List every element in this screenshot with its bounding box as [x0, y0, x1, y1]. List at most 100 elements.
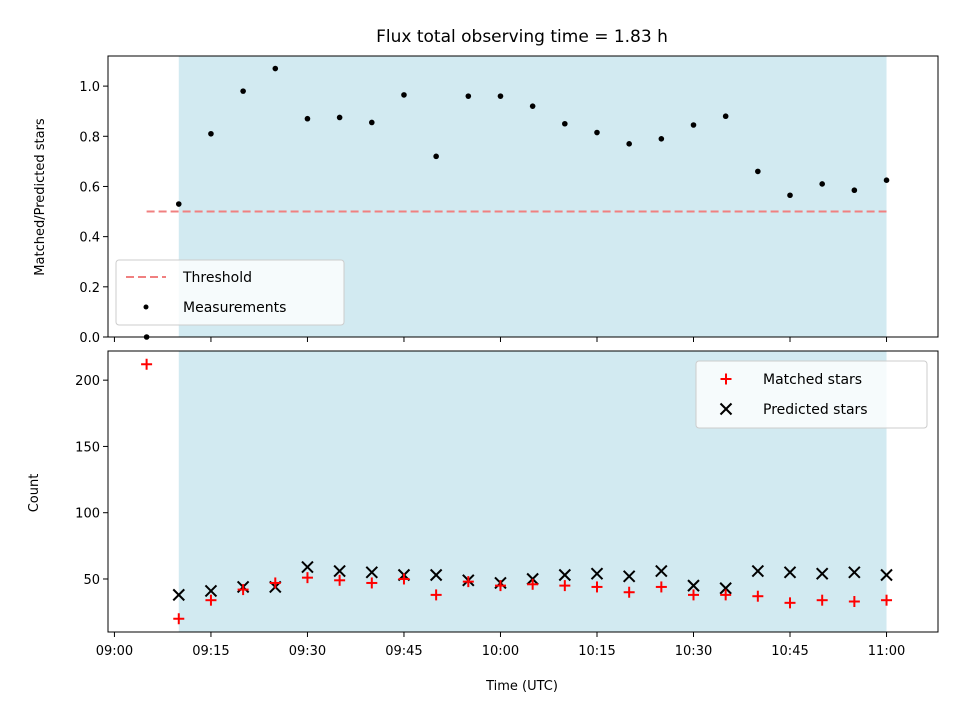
- measurement-point: [336, 114, 343, 121]
- matched-star-point: [173, 613, 185, 625]
- matched-star-point: [366, 577, 378, 589]
- predicted-star-point: [815, 567, 829, 580]
- measurement-point: [594, 129, 600, 136]
- matched-star-point: [430, 589, 442, 601]
- predicted-star-point: [429, 568, 443, 582]
- predicted-star-point: [558, 568, 572, 582]
- predicted-star-point: [783, 566, 797, 579]
- predicted-star-point: [301, 560, 314, 574]
- matched-star-point: [655, 581, 667, 593]
- x-tick-label: 09:15: [192, 644, 229, 659]
- top-y-tick-label: 0.8: [79, 130, 100, 145]
- matched-star-point: [462, 576, 474, 588]
- matched-star-point: [720, 589, 732, 601]
- legend-threshold-label: Threshold: [182, 270, 252, 286]
- x-tick-label: 11:00: [868, 644, 905, 659]
- matched-star-point: [591, 581, 603, 593]
- x-tick-label: 10:30: [675, 644, 712, 659]
- top-y-tick-label: 0.4: [79, 231, 100, 246]
- matched-star-point: [752, 590, 764, 602]
- predicted-star-point: [590, 567, 604, 580]
- x-tick-label: 10:15: [578, 644, 615, 659]
- matched-star-point: [688, 589, 700, 601]
- measurement-point: [497, 93, 504, 99]
- top-legend: Threshold Measurements: [115, 259, 345, 326]
- top-y-axis-label: Matched/Predicted stars: [33, 118, 48, 276]
- matched-star-point: [398, 573, 410, 585]
- measurement-point: [562, 120, 568, 127]
- measurement-point: [175, 201, 182, 207]
- legend-predicted-label: Predicted stars: [763, 402, 868, 418]
- bottom-y-axis-label: Count: [27, 474, 42, 513]
- matched-star-point: [141, 358, 153, 370]
- matched-star-point: [848, 596, 860, 608]
- top-axes-frame: [107, 55, 939, 338]
- top-plot: 0.0 0.2 0.4 0.6 0.8 1.0 Matched/Predicted sta…: [33, 55, 939, 346]
- measurement-point: [368, 119, 375, 126]
- x-tick-label: 10:45: [771, 644, 808, 659]
- measurement-point: [529, 103, 536, 109]
- measurement-point: [851, 187, 858, 194]
- x-tick-label: 09:45: [385, 644, 422, 659]
- measurement-point: [240, 88, 246, 94]
- top-y-tick-label: 0.2: [79, 281, 100, 296]
- x-tick-label: 09:30: [289, 644, 326, 659]
- measurement-point: [401, 92, 407, 98]
- bottom-axes-frame: [107, 350, 939, 633]
- predicted-star-point: [622, 570, 636, 583]
- legend-matched-marker: [720, 373, 732, 385]
- bottom-y-tick-label: 150: [75, 440, 100, 455]
- matched-star-point: [269, 577, 281, 589]
- x-tick-label: 10:00: [482, 644, 519, 659]
- predicted-star-point: [365, 566, 379, 579]
- measurement-point: [755, 168, 761, 175]
- bottom-plot: 50 100 150 200 09:00 09:15 09:30 09:45 10:00 10:1…: [27, 350, 939, 694]
- predicted-star-point: [880, 568, 893, 582]
- measurement-point: [272, 65, 279, 72]
- top-legend-box: [115, 259, 345, 326]
- legend-predicted-swatch: [719, 402, 733, 416]
- predicted-star-point: [719, 582, 732, 595]
- matched-star-point: [816, 594, 828, 606]
- matched-star-point: [784, 597, 796, 609]
- legend-measurements-swatch: [143, 304, 149, 310]
- measurement-point: [722, 113, 729, 120]
- matched-star-point: [237, 584, 249, 596]
- predicted-star-point: [687, 579, 700, 592]
- bottom-legend: Matched stars Predicted stars: [695, 360, 928, 429]
- matched-star-point: [527, 578, 539, 590]
- matched-star-point: [881, 594, 893, 606]
- legend-measurements-label: Measurements: [183, 300, 286, 316]
- matched-star-point: [301, 572, 313, 584]
- top-y-tick-label: 0.0: [79, 331, 100, 346]
- x-axis-label: Time (UTC): [485, 679, 558, 694]
- matched-star-point: [205, 594, 217, 606]
- matched-star-point: [494, 580, 506, 592]
- bottom-y-tick-label: 50: [83, 573, 100, 588]
- predicted-star-point: [655, 564, 668, 578]
- measurement-point: [883, 177, 890, 183]
- measurement-point: [787, 192, 793, 199]
- measurement-point: [690, 122, 697, 128]
- chart-title: Flux total observing time = 1.83 h: [376, 27, 668, 47]
- bottom-y-tick-label: 200: [75, 374, 100, 389]
- predicted-star-point: [848, 566, 861, 579]
- predicted-star-point: [204, 584, 218, 598]
- top-y-tick-label: 1.0: [79, 80, 100, 95]
- measurement-point: [658, 135, 665, 142]
- predicted-star-point: [172, 588, 185, 602]
- measurement-point: [208, 130, 214, 137]
- matched-star-point: [334, 574, 346, 586]
- measurement-point: [819, 181, 825, 187]
- measurement-point: [304, 115, 311, 122]
- measurement-point: [433, 153, 439, 160]
- bottom-legend-box: [695, 360, 928, 429]
- top-y-tick-label: 0.6: [79, 180, 100, 195]
- measurement-point: [626, 141, 632, 147]
- legend-matched-label: Matched stars: [763, 372, 862, 388]
- predicted-star-point: [751, 564, 765, 578]
- legend-matched-swatch: [720, 373, 732, 385]
- x-tick-label: 09:00: [96, 644, 133, 659]
- legend-predicted-marker: [719, 402, 733, 416]
